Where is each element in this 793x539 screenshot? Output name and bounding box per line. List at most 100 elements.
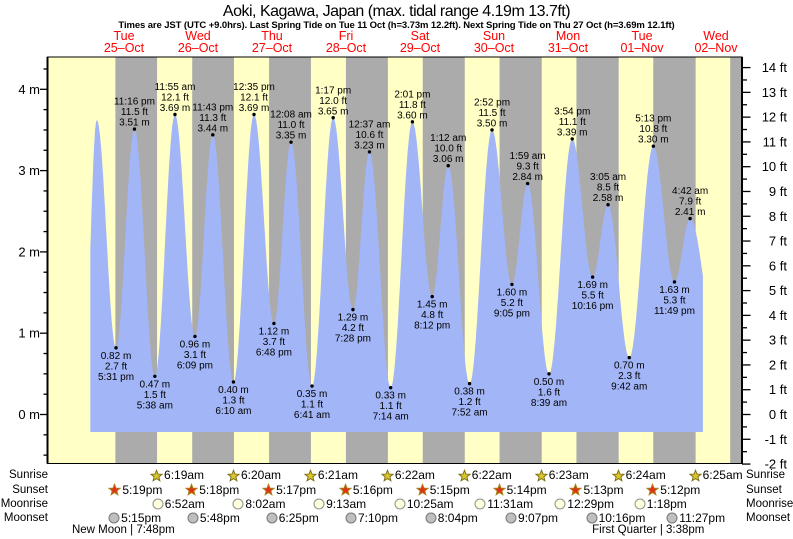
- tide-annotation-line: 2.58 m: [593, 193, 624, 204]
- tide-annotation-line: 10.6 ft: [356, 130, 384, 141]
- moonrise-row-label-right: Moonrise: [746, 497, 793, 510]
- tide-annotation-line: 5.3 ft: [663, 295, 685, 306]
- day-name: Tue: [113, 29, 135, 43]
- left-axis-label: 4 m: [18, 82, 40, 97]
- tide-annotation-line: 3.50 m: [477, 118, 508, 129]
- tide-annotation-line: 12.1 ft: [240, 93, 268, 104]
- day-label: Tue 01–Nov: [620, 30, 663, 54]
- astro-row-moonrise: Moonrise Moonrise 6:52am 8:02am 9:13am 10:25a…: [0, 497, 793, 511]
- sunset-time: 5:12pm: [660, 482, 701, 497]
- low-tide-annotation: 0.35 m1.1 ft6:41 am: [294, 384, 330, 421]
- tide-annotation-line: 3.06 m: [433, 154, 464, 165]
- moonrise-time: 12:29pm: [567, 496, 614, 511]
- tide-annotation-line: 7:14 am: [373, 412, 409, 423]
- right-axis-label: 5 ft: [769, 283, 787, 298]
- moonset-entry: 7:10pm: [345, 511, 398, 525]
- tide-annotation-line: 3.69 m: [160, 103, 191, 114]
- tide-annotation-line: 12.1 ft: [161, 93, 189, 104]
- moonrise-time: 1:18pm: [646, 496, 687, 511]
- sunrise-star-icon: [380, 468, 394, 482]
- tide-annotation-line: 12:35 pm: [233, 82, 275, 93]
- sunrise-star-icon: [303, 468, 317, 482]
- moonset-entry: 5:48pm: [187, 511, 240, 525]
- sunset-entry: 5:12pm: [646, 483, 700, 497]
- tide-annotation-line: 10.0 ft: [434, 144, 462, 155]
- tide-annotation-line: 1.1 ft: [301, 400, 323, 411]
- left-axis-label: 3 m: [18, 163, 40, 178]
- moonrise-time: 11:31am: [487, 496, 534, 511]
- moonset-time: 7:10pm: [357, 510, 399, 525]
- day-label: Tue 25–Oct: [104, 29, 144, 54]
- moonrise-circle-icon: [634, 498, 646, 509]
- sunrise-entry: 6:19am: [150, 468, 204, 482]
- sunset-entry: 5:14pm: [492, 483, 547, 497]
- moonset-entry: 10:16pm: [586, 511, 645, 525]
- sunrise-entry: 6:20am: [226, 468, 281, 482]
- day-name: Wed: [703, 29, 729, 43]
- tide-annotation-line: 2:52 pm: [474, 97, 510, 108]
- astro-row-sunrise: Sunrise Sunrise 6:19am 6:20am 6:21am 6:22am 6:…: [0, 468, 793, 482]
- tide-annotation-line: 3.60 m: [397, 110, 428, 121]
- sunset-time: 5:16pm: [352, 482, 393, 497]
- sunrise-entry: 6:21am: [303, 468, 358, 482]
- tide-point-dot: [272, 321, 276, 326]
- low-tide-annotation: 0.47 m1.5 ft5:38 am: [137, 374, 173, 411]
- right-axis-label: 7 ft: [769, 234, 787, 249]
- day-label: Fri 28–Oct: [326, 30, 366, 54]
- tide-annotation-line: 12:37 am: [349, 119, 391, 130]
- tide-annotation-line: 11:55 am: [155, 82, 196, 93]
- sunrise-time: 6:21am: [317, 468, 358, 482]
- sunset-star-icon: [646, 483, 660, 496]
- left-axis-label: 2 m: [18, 244, 40, 259]
- tide-annotation-line: 11.5 ft: [121, 107, 148, 118]
- moonrise-circle-icon: [313, 498, 325, 509]
- sunrise-star-icon: [457, 468, 471, 482]
- low-tide-annotation: 1.29 m4.2 ft7:28 pm: [335, 307, 371, 345]
- tide-point-dot: [627, 355, 631, 360]
- tide-point-dot: [193, 334, 197, 339]
- moonset-circle-icon: [505, 512, 517, 523]
- sunrise-row-label-left: Sunrise: [9, 469, 48, 481]
- tide-point-dot: [173, 112, 177, 117]
- right-axis-label: 12 ft: [762, 110, 788, 125]
- tide-point-dot: [231, 380, 236, 384]
- tide-annotation-line: 1:12 am: [430, 133, 466, 144]
- tide-annotation-line: 3.51 m: [119, 118, 150, 129]
- moonrise-entry: 8:02am: [232, 497, 285, 511]
- moonset-entry: 8:04pm: [425, 511, 478, 525]
- tide-point-dot: [289, 140, 293, 144]
- tide-point-dot: [672, 280, 677, 284]
- tide-point-dot: [153, 374, 157, 378]
- sunset-entry: 5:18pm: [185, 483, 239, 497]
- right-axis-label: 3 ft: [769, 333, 787, 348]
- sunset-entry: 5:15pm: [415, 483, 470, 497]
- moonset-time: 8:04pm: [437, 510, 478, 525]
- tide-annotation-line: 6:10 am: [215, 406, 251, 417]
- moonrise-row-label-left: Moonrise: [0, 497, 48, 510]
- low-tide-annotation: 0.33 m1.1 ft7:14 am: [373, 385, 409, 423]
- tide-annotation-line: 11.0 ft: [277, 120, 304, 131]
- moonrise-time: 10:25am: [406, 496, 454, 511]
- tide-annotation-line: 3.23 m: [354, 140, 385, 151]
- sunset-entry: 5:13pm: [569, 483, 623, 497]
- tide-annotation-line: 1.12 m: [259, 326, 290, 337]
- tide-annotation-line: 3.30 m: [638, 135, 669, 146]
- day-date: 30–Oct: [473, 40, 515, 55]
- moonrise-entry: 9:13am: [313, 497, 366, 511]
- tide-annotation-line: 2.7 ft: [105, 361, 127, 372]
- moonrise-circle-icon: [394, 498, 406, 509]
- tide-point-dot: [430, 294, 434, 299]
- low-tide-annotation: 1.12 m3.7 ft6:48 pm: [256, 321, 292, 358]
- moonset-circle-icon: [345, 512, 357, 523]
- tide-annotation-line: 1.63 m: [659, 285, 690, 296]
- tide-annotation-line: 7:28 pm: [335, 334, 371, 345]
- tide-point-dot: [651, 144, 656, 148]
- tide-annotation-line: 11.1 ft: [559, 117, 586, 128]
- right-axis-label: -2 ft: [765, 457, 788, 472]
- moonset-time: 6:25pm: [278, 510, 319, 525]
